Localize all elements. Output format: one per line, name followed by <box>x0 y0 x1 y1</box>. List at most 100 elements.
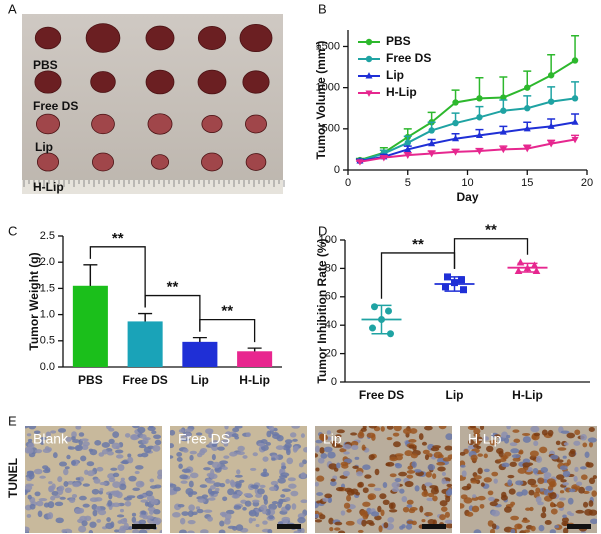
nucleus <box>541 506 547 513</box>
nucleus <box>42 468 51 474</box>
nucleus <box>547 485 554 491</box>
nucleus <box>394 478 402 483</box>
nucleus <box>93 478 101 484</box>
point <box>452 99 459 106</box>
legend-marker <box>365 72 373 79</box>
nucleus <box>203 509 213 513</box>
nucleus <box>128 475 137 482</box>
nucleus <box>300 472 307 479</box>
legend-marker <box>365 55 373 63</box>
panel-label: B <box>318 1 327 16</box>
point <box>547 141 555 148</box>
nucleus <box>277 477 286 484</box>
point <box>404 145 412 152</box>
nucleus <box>120 460 129 464</box>
nucleus <box>523 529 531 533</box>
nucleus <box>252 484 259 490</box>
photo-label: PBS <box>33 58 58 72</box>
point <box>571 57 579 64</box>
nucleus <box>584 451 590 458</box>
nucleus <box>199 484 208 488</box>
nucleus <box>460 503 465 509</box>
nucleus <box>153 509 161 515</box>
nucleus <box>489 528 496 533</box>
nucleus <box>188 504 195 512</box>
nucleus <box>205 428 214 435</box>
nucleus <box>81 520 88 527</box>
nucleus <box>483 477 492 483</box>
nucleus <box>39 475 46 479</box>
nucleus <box>424 482 433 487</box>
nucleus <box>350 432 358 436</box>
nucleus <box>560 430 570 434</box>
nucleus <box>367 494 375 501</box>
nucleus <box>388 509 398 513</box>
nucleus <box>173 486 181 492</box>
nucleus <box>96 466 104 472</box>
nucleus <box>144 501 149 507</box>
nucleus <box>323 446 333 453</box>
nucleus <box>436 461 446 466</box>
nucleus <box>67 480 75 485</box>
nucleus <box>315 453 319 458</box>
nucleus <box>537 477 545 485</box>
nucleus <box>491 471 499 477</box>
nucleus <box>181 438 190 442</box>
nucleus <box>106 517 111 522</box>
nucleus <box>366 432 376 438</box>
nucleus <box>578 486 585 494</box>
nucleus <box>588 500 594 507</box>
bar <box>72 285 108 367</box>
nucleus <box>346 494 352 502</box>
nucleus <box>501 462 510 468</box>
nucleus <box>533 440 539 447</box>
y-tick-label: 2.0 <box>40 256 55 268</box>
scale-bar <box>567 524 591 529</box>
nucleus <box>554 524 559 529</box>
nucleus <box>472 494 477 499</box>
nucleus <box>319 447 325 454</box>
nucleus <box>413 469 422 473</box>
nucleus <box>439 514 446 521</box>
nucleus <box>367 483 376 488</box>
y-tick-label: 0 <box>334 164 340 176</box>
nucleus <box>364 474 372 479</box>
nucleus <box>219 460 229 465</box>
nucleus <box>134 470 140 475</box>
nucleus <box>124 433 131 438</box>
nucleus <box>119 508 124 513</box>
nucleus <box>112 472 120 478</box>
nucleus <box>559 465 568 471</box>
nucleus <box>516 491 524 497</box>
nucleus <box>140 434 147 439</box>
nucleus <box>170 483 177 488</box>
nucleus <box>398 471 408 477</box>
point <box>514 267 523 275</box>
nucleus <box>234 474 243 478</box>
nucleus <box>207 497 216 501</box>
nucleus <box>468 439 475 446</box>
nucleus <box>200 447 208 454</box>
nucleus <box>82 483 91 487</box>
nucleus <box>235 524 244 531</box>
nucleus <box>408 508 416 514</box>
nucleus <box>356 471 363 477</box>
nucleus <box>477 467 483 475</box>
nucleus <box>483 453 488 459</box>
nucleus <box>262 473 267 477</box>
nucleus <box>146 515 154 520</box>
nucleus <box>525 507 531 511</box>
nucleus <box>486 445 494 453</box>
nucleus <box>289 432 297 438</box>
nucleus <box>483 468 490 473</box>
nucleus <box>582 442 588 448</box>
series-line <box>359 121 576 162</box>
nucleus <box>473 444 479 448</box>
nucleus <box>343 451 350 455</box>
point <box>476 114 483 121</box>
point <box>571 118 579 125</box>
nucleus <box>555 440 561 446</box>
nucleus <box>143 446 152 453</box>
nucleus <box>340 510 346 516</box>
